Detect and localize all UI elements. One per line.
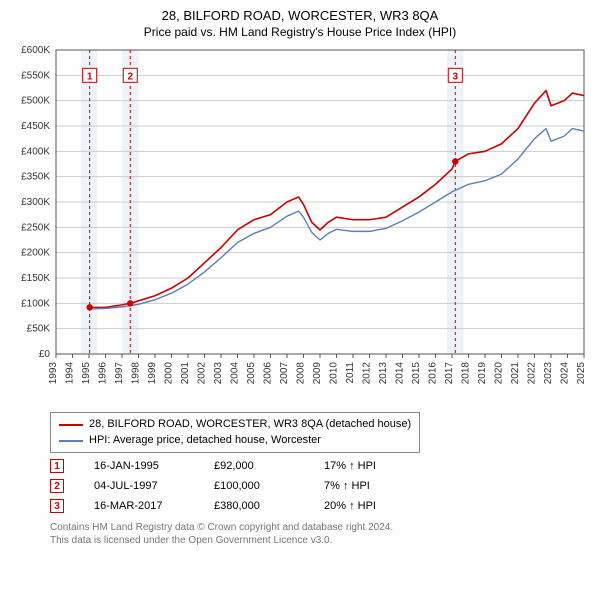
chart: £0 £50K £100K £150K £200K £250K £300K £350K £400… [10,44,590,404]
transaction-price: £92,000 [214,460,294,472]
svg-text:£0: £0 [39,349,51,360]
svg-text:1: 1 [87,72,93,83]
svg-text:2005: 2005 [246,362,257,385]
transaction-marker: 3 [50,499,64,513]
svg-text:1993: 1993 [48,362,59,385]
svg-text:2: 2 [127,72,133,83]
transaction-marker: 2 [50,479,64,493]
svg-text:2022: 2022 [527,362,538,385]
transactions-list: 1 16-JAN-1995 £92,000 17% ↑ HPI 2 04-JUL-1997… [50,459,584,513]
transaction-price: £100,000 [214,480,294,492]
svg-text:2024: 2024 [560,362,571,385]
svg-text:2017: 2017 [444,362,455,385]
svg-text:2025: 2025 [576,362,587,385]
svg-text:1997: 1997 [114,362,125,385]
svg-text:2021: 2021 [510,362,521,385]
legend-label: HPI: Average price, detached house, Worc… [89,433,321,448]
svg-text:2015: 2015 [411,362,422,385]
svg-text:1998: 1998 [131,362,142,385]
svg-text:2002: 2002 [197,362,208,385]
transaction-delta: 20% ↑ HPI [324,500,414,512]
svg-text:£450K: £450K [21,121,50,132]
svg-text:2008: 2008 [296,362,307,385]
title-address: 28, BILFORD ROAD, WORCESTER, WR3 8QA [10,8,590,25]
svg-text:£600K: £600K [21,45,50,56]
chart-svg: £0 £50K £100K £150K £200K £250K £300K £350K £400… [10,44,590,404]
title-block: 28, BILFORD ROAD, WORCESTER, WR3 8QA Pri… [10,8,590,40]
svg-text:1999: 1999 [147,362,158,385]
transaction-price: £380,000 [214,500,294,512]
svg-text:2011: 2011 [345,362,356,384]
svg-text:£200K: £200K [21,248,50,259]
legend: 28, BILFORD ROAD, WORCESTER, WR3 8QA (de… [50,412,420,453]
transaction-date: 16-MAR-2017 [94,500,184,512]
svg-text:2013: 2013 [378,362,389,385]
transaction-row: 2 04-JUL-1997 £100,000 7% ↑ HPI [50,479,584,493]
svg-text:2018: 2018 [461,362,472,385]
title-subtitle: Price paid vs. HM Land Registry's House … [10,25,590,41]
svg-text:£50K: £50K [27,324,51,335]
transaction-delta: 7% ↑ HPI [324,480,414,492]
svg-text:2000: 2000 [164,362,175,385]
legend-swatch [59,440,83,442]
svg-text:2016: 2016 [428,362,439,385]
footer-line1: Contains HM Land Registry data © Crown c… [50,521,584,534]
svg-text:2014: 2014 [395,362,406,385]
svg-text:2003: 2003 [213,362,224,385]
transaction-row: 1 16-JAN-1995 £92,000 17% ↑ HPI [50,459,584,473]
svg-text:£400K: £400K [21,147,50,158]
footer-line2: This data is licensed under the Open Gov… [50,534,584,547]
svg-text:2001: 2001 [180,362,191,385]
svg-text:1995: 1995 [81,362,92,385]
svg-text:2019: 2019 [477,362,488,385]
svg-text:2004: 2004 [230,362,241,385]
transaction-date: 04-JUL-1997 [94,480,184,492]
legend-row: HPI: Average price, detached house, Worc… [59,433,411,448]
legend-swatch [59,424,83,426]
svg-text:£300K: £300K [21,197,50,208]
transaction-date: 16-JAN-1995 [94,460,184,472]
svg-text:2010: 2010 [329,362,340,385]
svg-text:2007: 2007 [279,362,290,385]
legend-row: 28, BILFORD ROAD, WORCESTER, WR3 8QA (de… [59,417,411,432]
svg-text:2023: 2023 [543,362,554,385]
svg-text:£250K: £250K [21,223,50,234]
footer: Contains HM Land Registry data © Crown c… [50,521,584,547]
svg-text:£100K: £100K [21,299,50,310]
svg-text:1996: 1996 [98,362,109,385]
svg-text:£350K: £350K [21,172,50,183]
legend-label: 28, BILFORD ROAD, WORCESTER, WR3 8QA (de… [89,417,411,432]
svg-text:£150K: £150K [21,273,50,284]
transaction-marker: 1 [50,459,64,473]
root: 28, BILFORD ROAD, WORCESTER, WR3 8QA Pri… [0,0,600,557]
svg-text:2009: 2009 [312,362,323,385]
svg-text:2020: 2020 [494,362,505,385]
svg-text:2012: 2012 [362,362,373,385]
transaction-delta: 17% ↑ HPI [324,460,414,472]
transaction-row: 3 16-MAR-2017 £380,000 20% ↑ HPI [50,499,584,513]
svg-text:£550K: £550K [21,71,50,82]
svg-text:2006: 2006 [263,362,274,385]
svg-text:£500K: £500K [21,96,50,107]
svg-text:3: 3 [453,72,459,83]
svg-text:1994: 1994 [65,362,76,385]
